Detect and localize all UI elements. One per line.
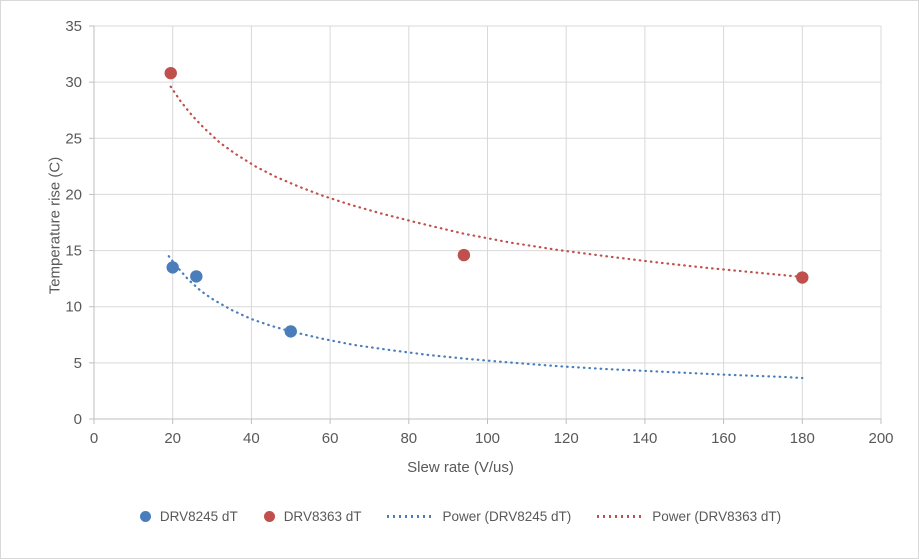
y-axis-title: Temperature rise (C) (46, 156, 64, 295)
data-point-drv8245-dt[interactable] (166, 261, 179, 274)
trendline-power-drv8245-dt- (167, 255, 804, 380)
trendline-series (167, 85, 804, 380)
scatter-series (164, 66, 809, 338)
legend-item[interactable]: Power (DRV8245 dT) (387, 509, 571, 524)
y-tick-label: 0 (74, 411, 82, 428)
chart-legend: DRV8245 dT DRV8363 dT Power (DRV8245 dT) Po… (1, 509, 918, 524)
x-axis-tick-labels: 0 20 40 60 80 100 120 140 160 180 200 (90, 430, 894, 447)
data-point-drv8245-dt[interactable] (284, 325, 297, 338)
x-tick-label: 200 (868, 430, 893, 447)
legend-item[interactable]: DRV8245 dT (139, 509, 238, 524)
legend-item-label: Power (DRV8245 dT) (442, 509, 572, 524)
data-point-drv8363-dt[interactable] (457, 248, 471, 262)
data-point-drv8363-dt[interactable] (796, 271, 809, 284)
x-tick-label: 80 (400, 430, 417, 447)
y-axis-tick-labels: 0 5 10 15 20 25 30 35 (65, 18, 82, 428)
legend-marker-dot-icon (263, 511, 275, 522)
x-tick-label: 180 (790, 430, 815, 447)
x-tick-label: 160 (711, 430, 736, 447)
y-tick-label: 35 (65, 18, 82, 35)
x-tick-label: 20 (164, 430, 181, 447)
x-tick-label: 0 (90, 430, 98, 447)
axis-ticks (89, 25, 882, 424)
y-tick-label: 15 (65, 243, 82, 260)
y-tick-label: 5 (74, 355, 82, 372)
trendline-power-drv8363-dt- (169, 85, 804, 279)
y-tick-label: 20 (65, 186, 82, 203)
data-point-drv8363-dt[interactable] (164, 66, 177, 80)
x-tick-label: 60 (322, 430, 339, 447)
y-tick-label: 10 (65, 299, 82, 316)
x-tick-label: 120 (554, 430, 579, 447)
legend-marker-dotted-line-icon (597, 515, 644, 518)
legend-item-label: DRV8363 dT (283, 509, 362, 524)
x-tick-label: 40 (243, 430, 260, 447)
y-tick-label: 25 (65, 130, 82, 147)
x-axis-title: Slew rate (V/us) (407, 459, 514, 476)
y-tick-label: 30 (65, 74, 82, 91)
legend-marker-dotted-line-icon (387, 515, 434, 518)
x-tick-label: 140 (632, 430, 657, 447)
x-tick-label: 100 (475, 430, 500, 447)
vertical-gridlines (172, 26, 882, 419)
legend-item-label: DRV8245 dT (159, 509, 238, 524)
legend-item-label: Power (DRV8363 dT) (652, 509, 782, 524)
legend-item[interactable]: Power (DRV8363 dT) (597, 509, 781, 524)
legend-item[interactable]: DRV8363 dT (263, 509, 362, 524)
data-point-drv8245-dt[interactable] (190, 270, 203, 283)
legend-marker-dot-icon (139, 511, 151, 522)
